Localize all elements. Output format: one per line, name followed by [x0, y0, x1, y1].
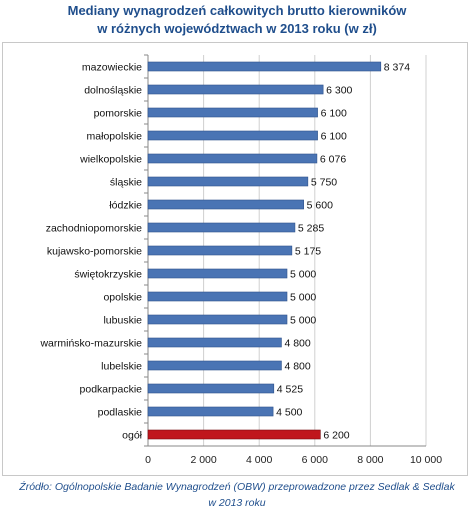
bar-opolskie — [147, 291, 288, 302]
x-tick-label: 4 000 — [246, 454, 272, 466]
chart-frame — [2, 42, 468, 476]
category-label: podkarpackie — [80, 384, 143, 396]
data-label: 6 076 — [320, 154, 346, 166]
category-label: dolnośląskie — [84, 85, 142, 97]
bar-śląskie — [147, 176, 309, 187]
category-label: łódzkie — [109, 200, 142, 212]
source-line1: Źródło: Ogólnopolskie Badanie Wynagrodze… — [19, 481, 455, 493]
x-tick-label: 0 — [145, 454, 151, 466]
data-label: 5 000 — [290, 269, 316, 281]
bar-podkarpackie — [147, 383, 275, 394]
category-label: lubelskie — [101, 361, 142, 373]
bar-ogół — [147, 429, 321, 440]
bar-kujawsko-pomorskie — [147, 245, 293, 256]
category-label: kujawsko-pomorskie — [47, 246, 142, 258]
data-label: 5 000 — [290, 292, 316, 304]
data-label: 5 175 — [295, 246, 321, 258]
bar-podlaskie — [147, 406, 274, 417]
bar-małopolskie — [147, 130, 318, 141]
category-label: warmińsko-mazurskie — [39, 338, 142, 350]
data-label: 6 100 — [321, 108, 347, 120]
category-label: śląskie — [110, 177, 142, 189]
data-label: 5 000 — [290, 315, 316, 327]
chart-title-line1: Mediany wynagrodzeń całkowitych brutto k… — [67, 3, 407, 18]
category-label: ogół — [122, 430, 143, 442]
bar-świętokrzyskie — [147, 268, 288, 279]
data-label: 5 600 — [307, 200, 333, 212]
x-tick-label: 6 000 — [302, 454, 328, 466]
category-label: zachodniopomorskie — [46, 223, 142, 235]
data-label: 5 750 — [311, 177, 337, 189]
category-label: wielkopolskie — [79, 154, 142, 166]
bar-łódzkie — [147, 199, 304, 210]
bar-mazowieckie — [147, 61, 382, 72]
bar-wielkopolskie — [147, 153, 318, 164]
category-label: podlaskie — [98, 407, 143, 419]
bar-warmińsko-mazurskie — [147, 337, 282, 348]
data-label: 6 300 — [326, 85, 352, 97]
chart-title-line2: w różnych województwach w 2013 roku (w z… — [97, 21, 377, 36]
data-label: 4 525 — [277, 384, 303, 396]
source-line2: w 2013 roku — [208, 497, 266, 509]
bar-lubuskie — [147, 314, 288, 325]
data-label: 4 800 — [284, 338, 310, 350]
data-label: 6 100 — [321, 131, 347, 143]
chart-title: Mediany wynagrodzeń całkowitych brutto k… — [0, 2, 474, 38]
bar-dolnośląskie — [147, 84, 324, 95]
category-label: świętokrzyskie — [74, 269, 142, 281]
data-label: 5 285 — [298, 223, 324, 235]
x-tick-label: 10 000 — [410, 454, 442, 466]
category-label: lubuskie — [103, 315, 142, 327]
data-label: 4 500 — [276, 407, 302, 419]
bar-zachodniopomorskie — [147, 222, 296, 233]
bar-lubelskie — [147, 360, 282, 371]
x-tick-label: 2 000 — [190, 454, 216, 466]
bar-pomorskie — [147, 107, 318, 118]
category-label: pomorskie — [94, 108, 143, 120]
x-tick-label: 8 000 — [357, 454, 383, 466]
category-label: małopolskie — [87, 131, 143, 143]
source-note: Źródło: Ogólnopolskie Badanie Wynagrodze… — [0, 479, 474, 511]
data-label: 4 800 — [284, 361, 310, 373]
data-label: 6 200 — [323, 430, 349, 442]
category-label: opolskie — [103, 292, 142, 304]
category-label: mazowieckie — [82, 62, 142, 74]
data-label: 8 374 — [384, 62, 410, 74]
